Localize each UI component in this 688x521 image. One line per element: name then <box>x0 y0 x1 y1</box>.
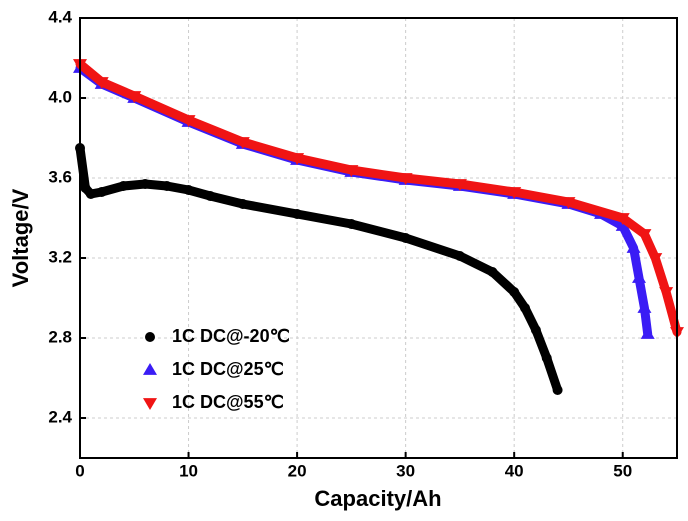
plot <box>73 59 684 395</box>
marker <box>292 209 303 219</box>
x-tick-label: 10 <box>179 461 198 480</box>
marker <box>640 327 655 339</box>
plot-frame <box>79 17 678 459</box>
marker <box>96 187 107 197</box>
legend-item: 1C DC@55℃ <box>143 392 284 412</box>
marker <box>452 179 467 191</box>
legend-label: 1C DC@25℃ <box>172 359 284 379</box>
marker <box>346 219 357 229</box>
legend-marker <box>143 398 157 410</box>
marker <box>541 353 552 363</box>
marker <box>520 303 531 313</box>
x-tick-label: 20 <box>288 461 307 480</box>
y-axis-title: Voltage/V <box>8 188 33 287</box>
marker <box>118 181 129 191</box>
legend-marker <box>143 363 157 375</box>
marker <box>659 287 674 299</box>
marker <box>552 385 563 395</box>
marker <box>509 287 520 297</box>
legend-marker <box>145 332 155 342</box>
marker <box>487 267 498 277</box>
marker <box>181 115 196 127</box>
legend-item: 1C DC@25℃ <box>143 359 284 379</box>
marker <box>237 199 248 209</box>
x-axis-title: Capacity/Ah <box>314 486 441 511</box>
x-tick-label: 50 <box>613 461 632 480</box>
x-tick-label: 40 <box>505 461 524 480</box>
y-tick-label: 4.4 <box>48 7 72 26</box>
y-tick-label: 2.8 <box>48 327 72 346</box>
marker <box>127 91 142 103</box>
marker <box>400 233 411 243</box>
x-tick-label: 30 <box>396 461 415 480</box>
marker <box>530 325 541 335</box>
legend-label: 1C DC@55℃ <box>172 392 284 412</box>
marker <box>290 153 305 165</box>
y-tick-label: 4.0 <box>48 87 72 106</box>
y-tick-label: 3.6 <box>48 167 72 186</box>
grid <box>79 17 677 458</box>
marker <box>561 197 576 209</box>
legend-item: 1C DC@-20℃ <box>145 326 290 346</box>
y-tick-label: 3.2 <box>48 247 72 266</box>
marker <box>626 241 641 253</box>
marker <box>205 191 216 201</box>
marker <box>507 187 522 199</box>
marker <box>637 301 652 313</box>
marker <box>140 179 151 189</box>
marker <box>235 137 250 149</box>
marker <box>183 185 194 195</box>
legend-label: 1C DC@-20℃ <box>172 326 290 346</box>
marker <box>85 189 96 199</box>
marker <box>454 251 465 261</box>
y-tick-label: 2.4 <box>48 407 72 426</box>
marker <box>398 173 413 185</box>
marker <box>648 253 663 265</box>
marker <box>161 181 172 191</box>
marker <box>615 213 630 225</box>
x-tick-label: 0 <box>75 461 84 480</box>
series-line <box>75 59 682 337</box>
marker <box>632 271 647 283</box>
marker <box>344 165 359 177</box>
marker <box>637 229 652 241</box>
marker <box>94 77 109 89</box>
